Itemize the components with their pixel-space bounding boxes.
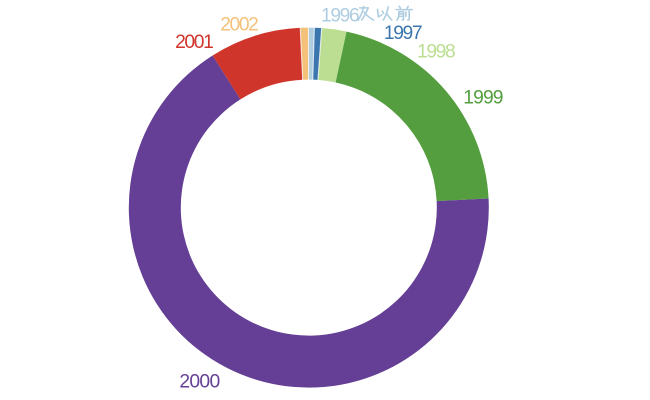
svg-text:1997: 1997	[384, 23, 422, 44]
svg-text:2002: 2002	[220, 15, 258, 36]
svg-text:2000: 2000	[179, 372, 219, 393]
svg-text:2001: 2001	[175, 32, 213, 53]
svg-text:1998: 1998	[417, 42, 455, 63]
svg-text:1996: 1996	[321, 5, 359, 26]
svg-text:1999: 1999	[463, 88, 502, 109]
